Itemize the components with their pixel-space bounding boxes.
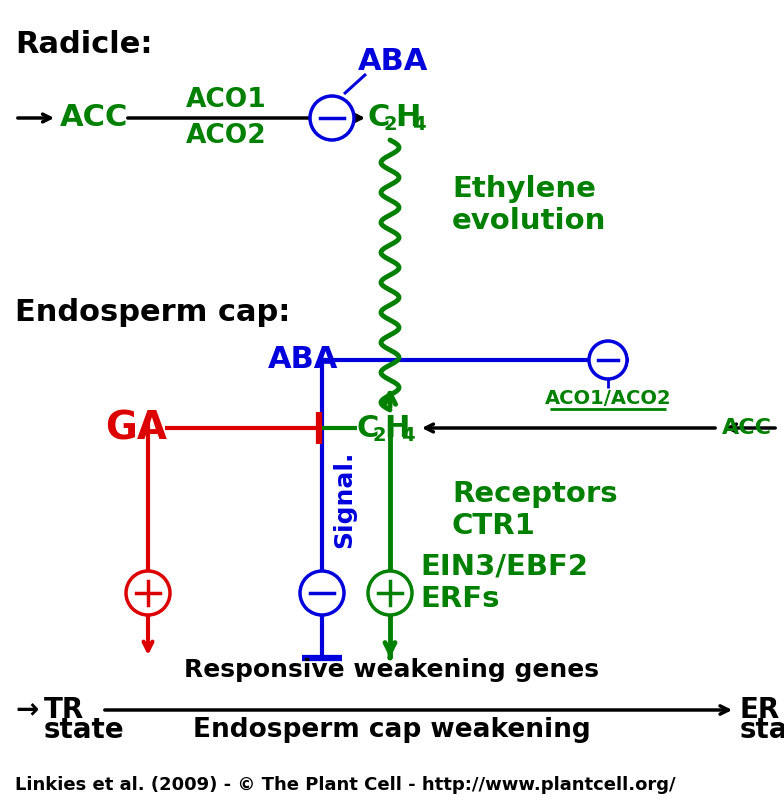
Circle shape [300,571,344,615]
Text: Responsive weakening genes: Responsive weakening genes [184,658,600,682]
Text: ACC: ACC [60,104,129,133]
Text: EIN3/EBF2
ERFs: EIN3/EBF2 ERFs [420,553,588,613]
Text: TR: TR [44,696,84,724]
Text: Endosperm cap:: Endosperm cap: [15,298,290,327]
Text: C: C [357,414,379,443]
Text: H: H [384,414,409,443]
Circle shape [368,571,412,615]
Circle shape [589,341,627,379]
Text: Ethylene
evolution: Ethylene evolution [452,175,606,235]
Text: Signal.: Signal. [332,450,356,547]
Text: ER: ER [740,696,780,724]
Text: state: state [44,716,125,744]
Text: ABA: ABA [358,47,428,76]
Text: Radicle:: Radicle: [15,30,153,59]
Text: Endosperm cap weakening: Endosperm cap weakening [193,717,591,743]
Text: →: → [15,696,38,724]
Text: ACO1: ACO1 [186,87,267,113]
Text: ABA: ABA [268,345,339,374]
Text: ACC: ACC [722,418,772,438]
Text: state: state [740,716,784,744]
Text: 2: 2 [373,426,387,444]
Text: 4: 4 [401,426,415,444]
Text: Linkies et al. (2009) - © The Plant Cell - http://www.plantcell.org/: Linkies et al. (2009) - © The Plant Cell… [15,776,676,794]
Text: 2: 2 [384,115,397,134]
Circle shape [310,96,354,140]
Circle shape [126,571,170,615]
Text: GA: GA [105,409,167,447]
Text: ACO1/ACO2: ACO1/ACO2 [545,389,671,407]
Text: C: C [368,104,390,133]
Text: ACO2: ACO2 [186,123,267,149]
Text: 4: 4 [412,115,426,134]
Text: H: H [395,104,420,133]
Text: Receptors
CTR1: Receptors CTR1 [452,480,618,540]
